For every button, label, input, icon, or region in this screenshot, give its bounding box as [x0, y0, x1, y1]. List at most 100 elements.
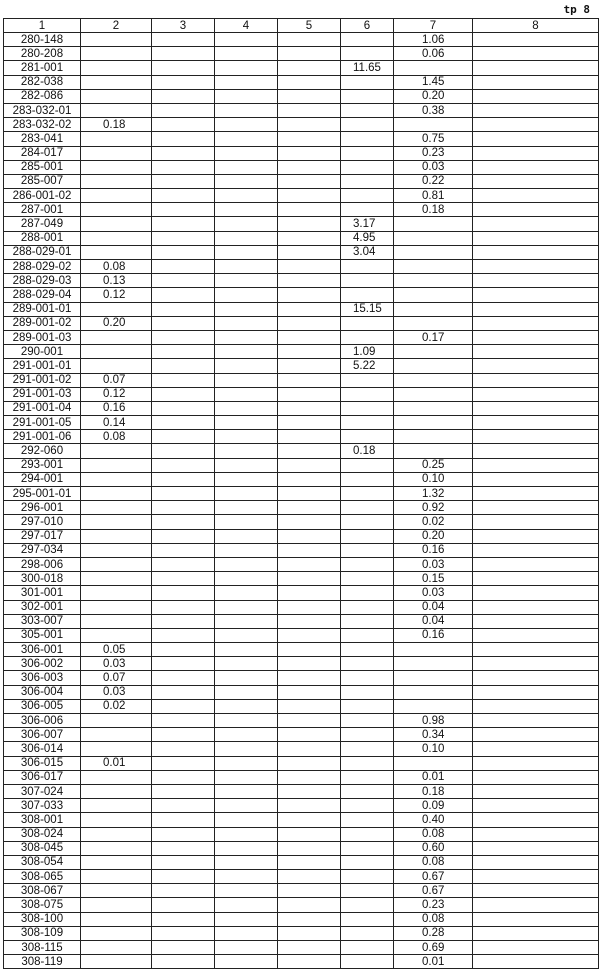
row-code-cell: 281-001: [3, 60, 81, 76]
value-cell-col7: [393, 698, 473, 715]
table-row: 287-001 0.18: [3, 202, 599, 218]
value-cell-col7: 0.16: [393, 627, 473, 644]
value-cell-col8: [472, 712, 599, 729]
table-row: 306-001 0.05: [3, 642, 599, 658]
value-cell-col3: [151, 883, 215, 899]
table-row: 280-148 1.06: [3, 31, 599, 48]
value-cell-col8: [472, 627, 599, 644]
value-cell-col4: [214, 755, 278, 771]
value-cell-col8: [472, 471, 599, 488]
value-cell-col3: [151, 216, 215, 232]
value-cell-col2: [80, 783, 152, 800]
row-code-cell: 283-032-01: [3, 102, 81, 119]
value-cell-col2: [80, 528, 152, 544]
row-code-cell: 308-067: [3, 883, 81, 899]
value-cell-col6: [340, 798, 394, 814]
value-cell-col4: [214, 698, 278, 715]
value-cell-col2: [80, 769, 152, 785]
value-cell-col6: [340, 727, 394, 743]
table-row: 291-001-03 0.12: [3, 386, 599, 402]
value-cell-col6: [340, 542, 394, 558]
value-cell-col5: [277, 273, 341, 289]
value-cell-col7: 1.32: [393, 485, 473, 502]
value-cell-col8: [472, 74, 599, 90]
table-row: 305-001 0.16: [3, 627, 599, 644]
value-cell-col2: [80, 216, 152, 232]
value-cell-col3: [151, 826, 215, 842]
value-cell-col5: [277, 869, 341, 885]
value-cell-col2: [80, 826, 152, 842]
value-cell-col2: [80, 585, 152, 601]
value-cell-col2: [80, 102, 152, 119]
value-cell-col4: [214, 897, 278, 913]
row-code-cell: 292-060: [3, 443, 81, 459]
value-cell-col6: [340, 415, 394, 431]
row-code-cell: 283-041: [3, 131, 81, 147]
value-cell-col5: [277, 31, 341, 48]
value-cell-col8: [472, 670, 599, 686]
value-cell-col6: [340, 642, 394, 658]
value-cell-col2: [80, 613, 152, 629]
row-code-cell: 289-001-02: [3, 315, 81, 331]
value-cell-col7: [393, 117, 473, 133]
value-cell-col5: [277, 386, 341, 402]
table-row: 300-018 0.15: [3, 571, 599, 587]
value-cell-col8: [472, 429, 599, 445]
value-cell-col3: [151, 783, 215, 800]
value-cell-col7: 0.02: [393, 514, 473, 530]
value-cell-col2: [80, 485, 152, 502]
value-cell-col4: [214, 415, 278, 431]
table-row: 306-002 0.03: [3, 656, 599, 672]
value-cell-col7: 0.81: [393, 188, 473, 204]
value-cell-col7: [393, 315, 473, 331]
value-cell-col4: [214, 386, 278, 402]
value-cell-col3: [151, 60, 215, 76]
value-cell-col7: 0.67: [393, 869, 473, 885]
value-cell-col4: [214, 287, 278, 303]
value-cell-col3: [151, 954, 215, 970]
value-cell-col2: [80, 727, 152, 743]
value-cell-col2: [80, 812, 152, 828]
value-cell-col8: [472, 273, 599, 289]
row-code-cell: 308-115: [3, 939, 81, 956]
value-cell-col5: [277, 783, 341, 800]
table-row: 308-119 0.01: [3, 954, 599, 970]
value-cell-col3: [151, 74, 215, 90]
value-cell-col2: [80, 230, 152, 246]
value-cell-col8: [472, 741, 599, 757]
value-cell-col2: 0.05: [80, 642, 152, 658]
value-cell-col3: [151, 755, 215, 771]
value-cell-col2: [80, 457, 152, 473]
value-cell-col8: [472, 883, 599, 899]
value-cell-col4: [214, 145, 278, 161]
value-cell-col8: [472, 585, 599, 601]
value-cell-col4: [214, 273, 278, 289]
row-code-cell: 306-004: [3, 684, 81, 700]
value-cell-col7: 0.04: [393, 613, 473, 629]
value-cell-col5: [277, 911, 341, 927]
value-cell-col6: [340, 897, 394, 913]
value-cell-col3: [151, 46, 215, 62]
value-cell-col5: [277, 769, 341, 785]
table-row: 297-034 0.16: [3, 542, 599, 558]
value-cell-col4: [214, 599, 278, 615]
value-cell-col4: [214, 258, 278, 275]
table-row: 302-001 0.04: [3, 599, 599, 615]
table-row: 303-007 0.04: [3, 613, 599, 629]
value-cell-col6: [340, 741, 394, 757]
value-cell-col6: [340, 854, 394, 871]
value-cell-col2: 0.07: [80, 372, 152, 388]
value-cell-col8: [472, 315, 599, 331]
table-row: 308-115 0.69: [3, 939, 599, 956]
value-cell-col5: [277, 897, 341, 913]
value-cell-col5: [277, 429, 341, 445]
value-cell-col5: [277, 88, 341, 104]
value-cell-col6: [340, 840, 394, 856]
row-code-cell: 291-001-03: [3, 386, 81, 402]
value-cell-col4: [214, 471, 278, 488]
table-row: 282-086 0.20: [3, 88, 599, 104]
row-code-cell: 300-018: [3, 571, 81, 587]
value-cell-col4: [214, 656, 278, 672]
value-cell-col6: [340, 102, 394, 119]
value-cell-col3: [151, 627, 215, 644]
